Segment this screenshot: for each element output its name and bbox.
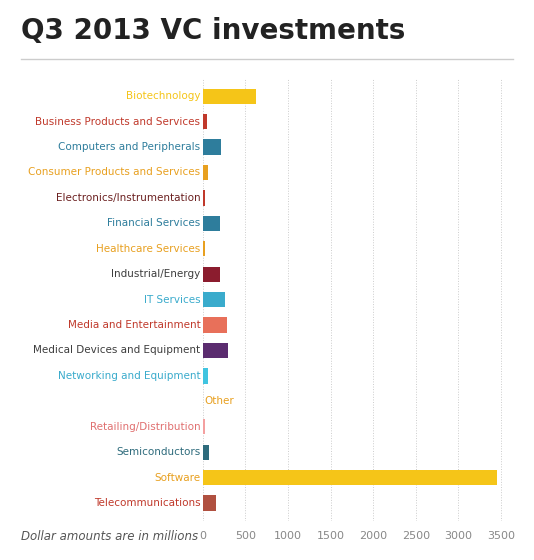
Text: Software: Software — [154, 473, 200, 483]
Bar — [203, 165, 208, 180]
Bar — [203, 318, 227, 333]
Bar — [203, 114, 207, 129]
Text: Biotechnology: Biotechnology — [126, 91, 200, 101]
Bar — [203, 139, 221, 155]
Text: Other: Other — [205, 396, 234, 407]
Text: Networking and Equipment: Networking and Equipment — [58, 371, 200, 381]
Bar — [203, 496, 216, 511]
Bar — [203, 419, 205, 435]
Text: Financial Services: Financial Services — [107, 218, 200, 228]
Text: Retailing/Distribution: Retailing/Distribution — [90, 422, 200, 432]
Bar — [203, 343, 227, 358]
Text: Business Products and Services: Business Products and Services — [35, 116, 200, 127]
Text: Consumer Products and Services: Consumer Products and Services — [28, 167, 200, 178]
Bar — [203, 88, 256, 104]
Text: Telecommunications: Telecommunications — [94, 498, 200, 508]
Text: IT Services: IT Services — [144, 295, 200, 305]
Bar — [203, 368, 208, 384]
Text: Computers and Peripherals: Computers and Peripherals — [58, 142, 200, 152]
Text: Q3 2013 VC investments: Q3 2013 VC investments — [21, 17, 406, 45]
Bar — [203, 470, 497, 485]
Text: Dollar amounts are in millions: Dollar amounts are in millions — [21, 530, 199, 543]
Bar — [203, 292, 225, 307]
Text: Industrial/Energy: Industrial/Energy — [111, 269, 200, 279]
Text: Healthcare Services: Healthcare Services — [96, 244, 200, 254]
Bar — [203, 216, 220, 231]
Bar — [203, 190, 205, 206]
Bar — [203, 241, 206, 256]
Bar — [203, 267, 219, 282]
Text: Electronics/Instrumentation: Electronics/Instrumentation — [56, 193, 200, 203]
Text: Media and Entertainment: Media and Entertainment — [68, 320, 200, 330]
Bar — [203, 445, 209, 460]
Text: Medical Devices and Equipment: Medical Devices and Equipment — [33, 346, 200, 356]
Text: Semiconductors: Semiconductors — [116, 447, 200, 457]
